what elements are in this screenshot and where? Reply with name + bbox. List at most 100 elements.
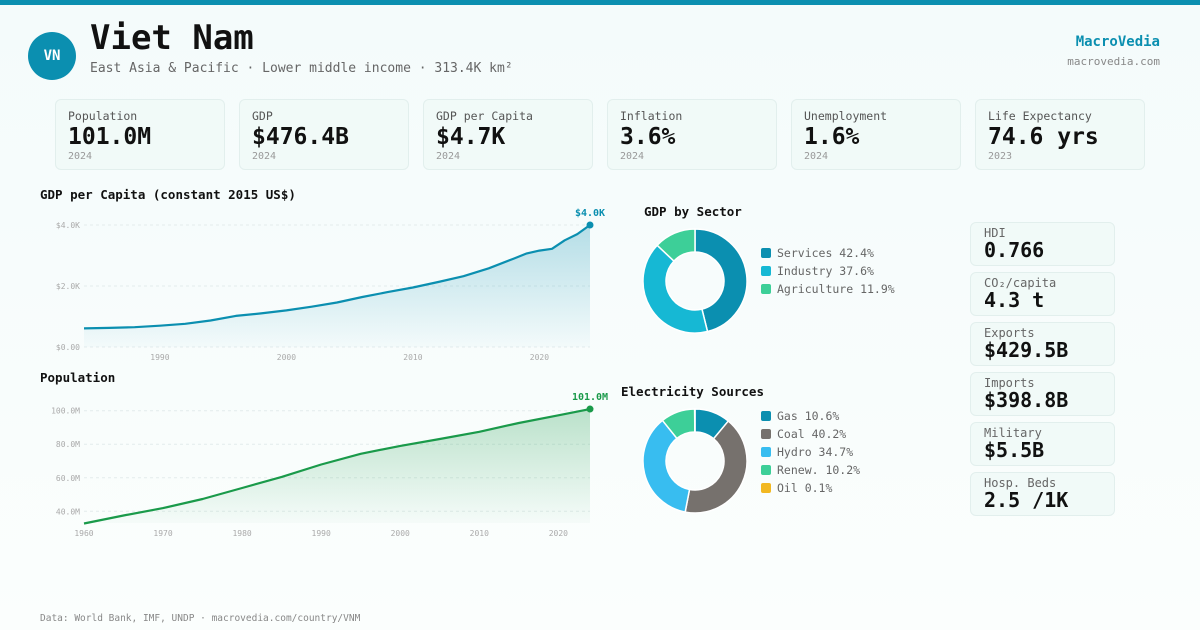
stat-year: 2024	[620, 151, 645, 162]
stat-label: Life Expectancy	[988, 109, 1092, 123]
y-tick-label: 40.0M	[56, 507, 80, 516]
legend-label: Oil 0.1%	[777, 481, 833, 495]
legend-label: Services 42.4%	[777, 246, 874, 260]
y-tick-label: $0.00	[56, 343, 80, 352]
stat-value: 3.6%	[620, 124, 676, 150]
slice-services	[694, 228, 748, 333]
end-point	[586, 405, 594, 413]
top-accent-bar	[0, 0, 1200, 5]
metric-card-imports: Imports $398.8B	[970, 372, 1115, 416]
brand-link[interactable]: MacroVedia	[1075, 34, 1160, 50]
x-tick-label: 1990	[312, 529, 331, 538]
metric-value: 2.5 /1K	[984, 488, 1069, 512]
stat-card-population: Population 101.0M 2024	[55, 99, 225, 170]
legend-industry: Industry 37.6%	[761, 264, 874, 278]
stat-year: 2024	[68, 151, 93, 162]
metric-card-exports: Exports $429.5B	[970, 322, 1115, 366]
legend-hydro: Hydro 34.7%	[761, 445, 853, 459]
x-tick-label: 2010	[403, 353, 422, 362]
metric-value: $398.8B	[984, 388, 1069, 412]
legend-swatch	[761, 411, 771, 421]
series-line	[83, 408, 591, 525]
y-tick-label: $4.0K	[56, 221, 80, 230]
stat-year: 2024	[252, 151, 277, 162]
stat-value: $4.7K	[436, 124, 506, 150]
legend-label: Coal 40.2%	[777, 427, 847, 441]
slice-hydro	[642, 419, 691, 513]
electricity-sources-donut	[642, 408, 748, 514]
legend-label: Renew. 10.2%	[777, 463, 861, 477]
legend-swatch	[761, 465, 771, 475]
metric-label: CO₂/capita	[984, 276, 1057, 290]
x-tick-label: 1960	[74, 529, 93, 538]
stat-label: GDP	[252, 109, 273, 123]
metric-card-co2: CO₂/capita 4.3 t	[970, 272, 1115, 316]
x-tick-label: 2010	[470, 529, 489, 538]
x-tick-label: 1980	[232, 529, 251, 538]
legend-swatch	[761, 447, 771, 457]
metric-card-hospital-beds: Hosp. Beds 2.5 /1K	[970, 472, 1115, 516]
stat-value: 101.0M	[68, 124, 152, 150]
stat-card-life-expectancy: Life Expectancy 74.6 yrs 2023	[975, 99, 1145, 170]
legend-oil: Oil 0.1%	[761, 481, 832, 495]
legend-swatch	[761, 483, 771, 493]
metric-label: HDI	[984, 226, 1006, 240]
metric-value: 4.3 t	[984, 288, 1045, 312]
legend-swatch	[761, 429, 771, 439]
legend-gas: Gas 10.6%	[761, 409, 839, 423]
x-tick-label: 2020	[530, 353, 549, 362]
legend-services: Services 42.4%	[761, 246, 874, 260]
stat-label: Population	[68, 109, 138, 123]
page-title: Viet Nam	[90, 18, 254, 58]
footer-source: Data: World Bank, IMF, UNDP · macrovedia…	[40, 613, 361, 624]
x-tick-label: 1970	[153, 529, 172, 538]
page-subtitle: East Asia & Pacific · Lower middle incom…	[90, 61, 513, 76]
stat-year: 2024	[804, 151, 829, 162]
stat-card-unemployment: Unemployment 1.6% 2024	[791, 99, 961, 170]
series-area	[84, 409, 590, 524]
electricity-chart-title: Electricity Sources	[621, 384, 764, 399]
series-area	[84, 225, 590, 347]
y-tick-label: 60.0M	[56, 474, 80, 483]
stat-value: 74.6 yrs	[988, 124, 1099, 150]
metric-value: $429.5B	[984, 338, 1069, 362]
legend-swatch	[761, 284, 771, 294]
slice-coal	[684, 420, 748, 514]
x-tick-label: 1990	[150, 353, 169, 362]
slice-industry	[642, 244, 709, 334]
legend-label: Gas 10.6%	[777, 409, 840, 423]
y-tick-label: 80.0M	[56, 440, 80, 449]
slice-agriculture	[656, 228, 696, 263]
legend-renewables: Renew. 10.2%	[761, 463, 860, 477]
legend-label: Agriculture 11.9%	[777, 282, 895, 296]
end-value-label: $4.0K	[575, 208, 605, 219]
y-tick-label: $2.0K	[56, 282, 80, 291]
sector-chart-title: GDP by Sector	[644, 204, 742, 219]
series-line	[83, 224, 591, 330]
x-tick-label: 2000	[391, 529, 410, 538]
legend-swatch	[761, 266, 771, 276]
y-tick-label: 100.0M	[51, 407, 80, 416]
metric-value: 0.766	[984, 238, 1045, 262]
stat-card-inflation: Inflation 3.6% 2024	[607, 99, 777, 170]
metric-card-hdi: HDI 0.766	[970, 222, 1115, 266]
population-chart: 40.0M 60.0M 80.0M 100.0M 1960 1970 1980 1990 200…	[51, 392, 608, 538]
metric-label: Imports	[984, 376, 1035, 390]
gdp-per-capita-chart: $0.00 $2.0K $4.0K 1990 2000 2010 2020 $4.0K	[56, 208, 605, 362]
gdp-sector-donut	[642, 228, 748, 334]
stat-value: $476.4B	[252, 124, 349, 150]
metric-label: Hosp. Beds	[984, 476, 1057, 490]
brand-url[interactable]: macrovedia.com	[1067, 55, 1160, 68]
x-tick-label: 2000	[277, 353, 296, 362]
metric-card-military: Military $5.5B	[970, 422, 1115, 466]
stat-label: Inflation	[620, 109, 683, 123]
metric-label: Exports	[984, 326, 1035, 340]
x-tick-label: 2020	[549, 529, 568, 538]
metric-label: Military	[984, 426, 1042, 440]
stat-label: Unemployment	[804, 109, 888, 123]
population-chart-title: Population	[40, 370, 116, 385]
country-badge: VN	[28, 32, 76, 80]
legend-agriculture: Agriculture 11.9%	[761, 282, 895, 296]
end-value-label: 101.0M	[572, 392, 608, 403]
legend-label: Hydro 34.7%	[777, 445, 854, 459]
